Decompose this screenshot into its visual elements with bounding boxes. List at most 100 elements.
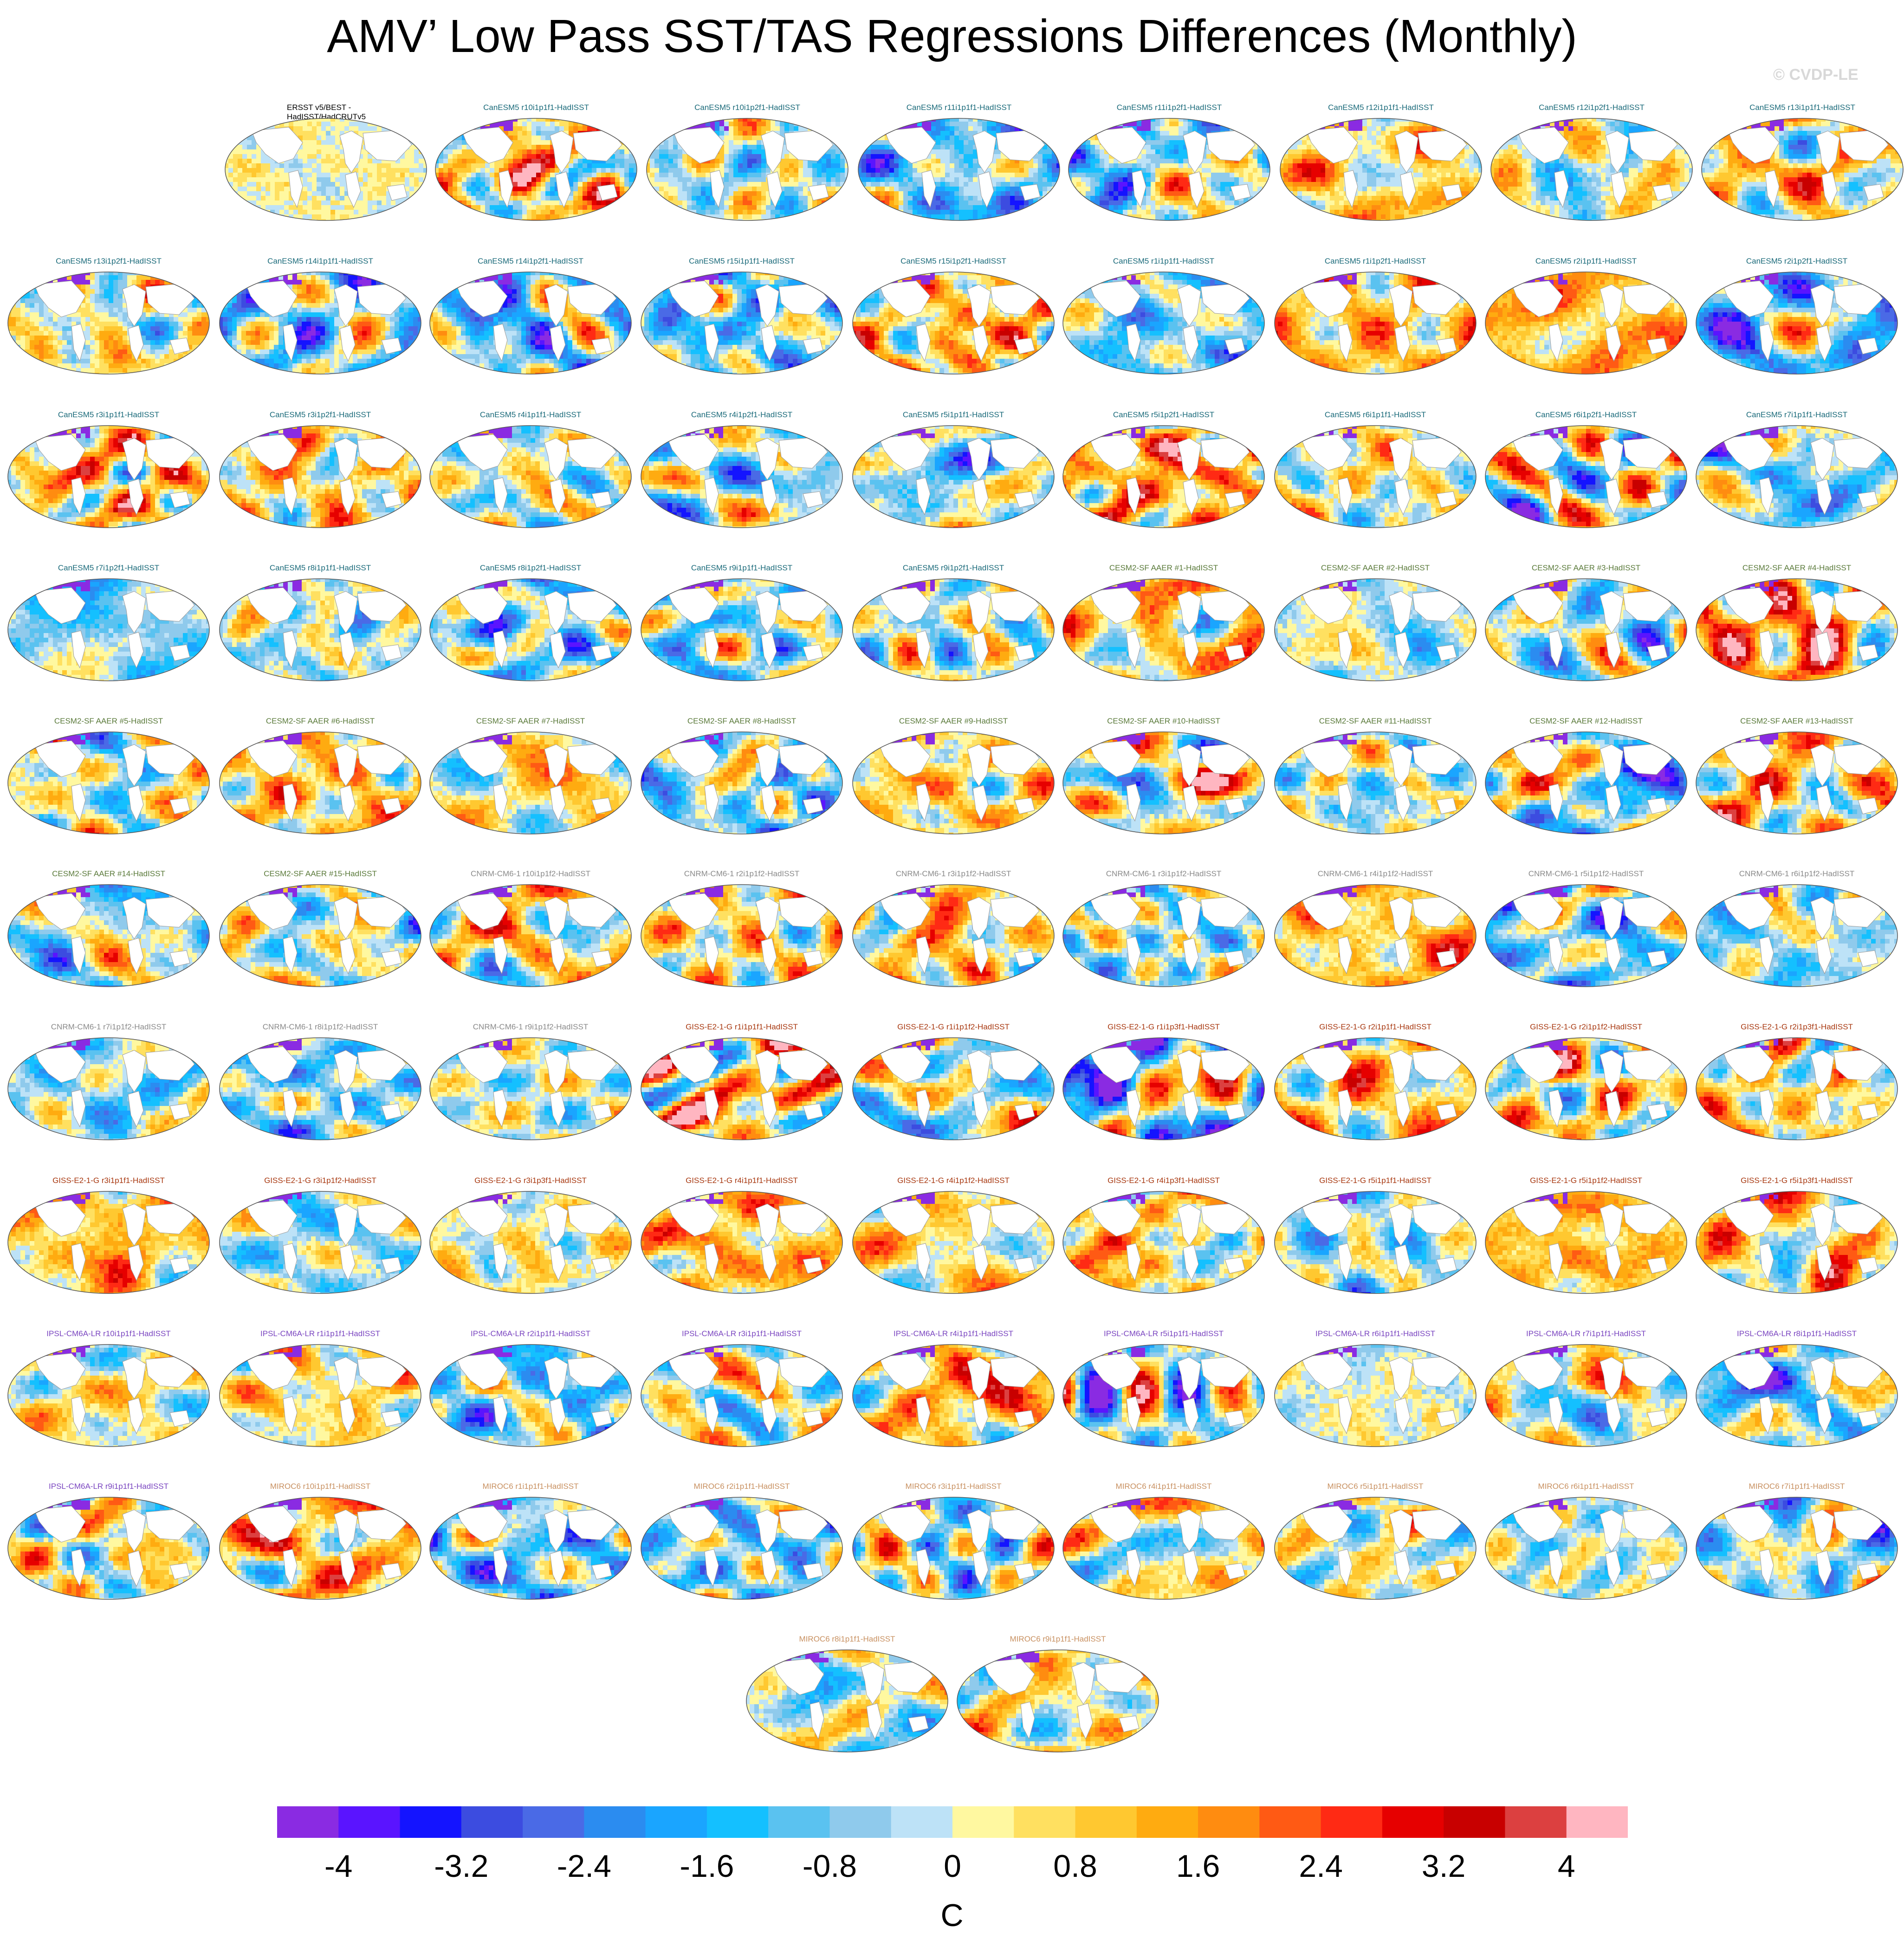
colorbar-swatch [400, 1806, 462, 1838]
regression-map [1062, 731, 1266, 835]
map-panel: GISS-E2-1-G r2i1p3f1-HadISST [1692, 1022, 1902, 1171]
colorbar-swatch [891, 1806, 953, 1838]
map-field [6, 424, 211, 529]
regression-map [1484, 1190, 1688, 1295]
panel-title: CESM2-SF AAER #7-HadISST [426, 717, 635, 726]
colorbar-tick-label: 3.2 [1422, 1849, 1466, 1884]
regression-map [218, 577, 422, 682]
map-panel: CanESM5 r2i1p2f1-HadISST [1692, 257, 1902, 405]
panel-title: CNRM-CM6-1 r7i1p1f2-HadISST [4, 1022, 214, 1032]
map-panel: CanESM5 r10i1p1f1-HadISST [431, 103, 641, 252]
map-panel: CanESM5 r15i1p2f1-HadISST [848, 257, 1058, 405]
regression-map [1484, 1036, 1688, 1141]
map-panel: CanESM5 r14i1p2f1-HadISST [426, 257, 635, 405]
map-panel: GISS-E2-1-G r4i1p1f2-HadISST [848, 1176, 1058, 1325]
panel-title: CNRM-CM6-1 r8i1p1f2-HadISST [215, 1022, 425, 1032]
map-panel: IPSL-CM6A-LR r9i1p1f1-HadISST [4, 1482, 214, 1630]
panel-title: GISS-E2-1-G r5i1p1f1-HadISST [1270, 1176, 1480, 1185]
regression-map [1062, 424, 1266, 529]
regression-map [640, 424, 844, 529]
map-panel: IPSL-CM6A-LR r4i1p1f1-HadISST [848, 1329, 1058, 1478]
regression-map [6, 731, 211, 835]
regression-map [1695, 1036, 1899, 1141]
regression-map [218, 883, 422, 988]
map-panel: CESM2-SF AAER #14-HadISST [4, 869, 214, 1018]
map-field [851, 731, 1056, 835]
panel-title: CanESM5 r7i1p1f1-HadISST [1692, 410, 1902, 420]
map-field [1484, 1343, 1688, 1448]
map-field [1484, 1036, 1688, 1141]
map-field [434, 117, 638, 222]
map-field [1484, 271, 1688, 375]
panel-title: GISS-E2-1-G r1i1p1f2-HadISST [848, 1022, 1058, 1032]
map-field [218, 1343, 422, 1448]
regression-map [1695, 1343, 1899, 1448]
panel-title: CESM2-SF AAER #2-HadISST [1270, 563, 1480, 573]
panel-title: CNRM-CM6-1 r9i1p1f2-HadISST [426, 1022, 635, 1032]
map-field [428, 1190, 633, 1295]
map-panel: CanESM5 r6i1p2f1-HadISST [1481, 410, 1691, 559]
panel-title: CESM2-SF AAER #11-HadISST [1270, 717, 1480, 726]
map-field [1484, 424, 1688, 529]
panel-title: MIROC6 r5i1p1f1-HadISST [1270, 1482, 1480, 1491]
map-panel: CanESM5 r10i1p2f1-HadISST [642, 103, 852, 252]
map-field [851, 1343, 1056, 1448]
map-field [1484, 577, 1688, 682]
map-panel: CESM2-SF AAER #6-HadISST [215, 717, 425, 865]
map-panel: CanESM5 r15i1p1f1-HadISST [637, 257, 847, 405]
regression-map [1695, 577, 1899, 682]
map-panel: GISS-E2-1-G r4i1p3f1-HadISST [1059, 1176, 1269, 1325]
colorbar-tick-label: 0.8 [1053, 1849, 1097, 1884]
map-field [1067, 117, 1271, 222]
map-field [1484, 883, 1688, 988]
panel-title: CNRM-CM6-1 r3i1p1f2-HadISST [848, 869, 1058, 879]
regression-map [1067, 117, 1271, 222]
panel-title: CanESM5 r7i1p2f1-HadISST [4, 563, 214, 573]
colorbar-tick-label: 2.4 [1299, 1849, 1343, 1884]
colorbar-swatch [829, 1806, 891, 1838]
map-field [851, 883, 1056, 988]
panel-title: IPSL-CM6A-LR r7i1p1f1-HadISST [1481, 1329, 1691, 1338]
panel-title: CESM2-SF AAER #9-HadISST [848, 717, 1058, 726]
regression-map [1062, 1343, 1266, 1448]
map-field [851, 271, 1056, 375]
map-field [1273, 424, 1477, 529]
panel-title: CanESM5 r2i1p1f1-HadISST [1481, 257, 1691, 266]
regression-map [6, 1496, 211, 1601]
map-field [218, 577, 422, 682]
regression-map [857, 117, 1061, 222]
colorbar-swatch [707, 1806, 769, 1838]
regression-map [1695, 883, 1899, 988]
map-panel: GISS-E2-1-G r3i1p1f2-HadISST [215, 1176, 425, 1325]
regression-map [1062, 577, 1266, 682]
panel-title: GISS-E2-1-G r3i1p1f2-HadISST [215, 1176, 425, 1185]
regression-map [1695, 424, 1899, 529]
colorbar-swatch [1014, 1806, 1075, 1838]
regression-map [851, 1496, 1056, 1601]
map-field [640, 424, 844, 529]
map-panel: GISS-E2-1-G r5i1p1f2-HadISST [1481, 1176, 1691, 1325]
map-panel: CanESM5 r5i1p2f1-HadISST [1059, 410, 1269, 559]
map-field [1062, 731, 1266, 835]
regression-map [1484, 424, 1688, 529]
colorbar-tick-label: -1.6 [680, 1849, 734, 1884]
panel-title: IPSL-CM6A-LR r5i1p1f1-HadISST [1059, 1329, 1269, 1338]
panel-title: GISS-E2-1-G r1i1p3f1-HadISST [1059, 1022, 1269, 1032]
map-panel: CESM2-SF AAER #12-HadISST [1481, 717, 1691, 865]
map-panel: IPSL-CM6A-LR r10i1p1f1-HadISST [4, 1329, 214, 1478]
panel-title: MIROC6 r7i1p1f1-HadISST [1692, 1482, 1902, 1491]
map-field [1695, 577, 1899, 682]
regression-map [851, 577, 1056, 682]
map-panel: CanESM5 r13i1p2f1-HadISST [4, 257, 214, 405]
map-panel: MIROC6 r8i1p1f1-HadISST [742, 1635, 952, 1783]
map-panel: MIROC6 r4i1p1f1-HadISST [1059, 1482, 1269, 1630]
panel-title: CESM2-SF AAER #10-HadISST [1059, 717, 1269, 726]
panel-title: IPSL-CM6A-LR r9i1p1f1-HadISST [4, 1482, 214, 1491]
map-panel: GISS-E2-1-G r2i1p1f2-HadISST [1481, 1022, 1691, 1171]
map-field [1273, 271, 1477, 375]
map-panel: CanESM5 r1i1p1f1-HadISST [1059, 257, 1269, 405]
map-panel: IPSL-CM6A-LR r1i1p1f1-HadISST [215, 1329, 425, 1478]
map-panel: CESM2-SF AAER #4-HadISST [1692, 563, 1902, 712]
regression-map [1484, 1343, 1688, 1448]
panel-title: GISS-E2-1-G r2i1p1f1-HadISST [1270, 1022, 1480, 1032]
